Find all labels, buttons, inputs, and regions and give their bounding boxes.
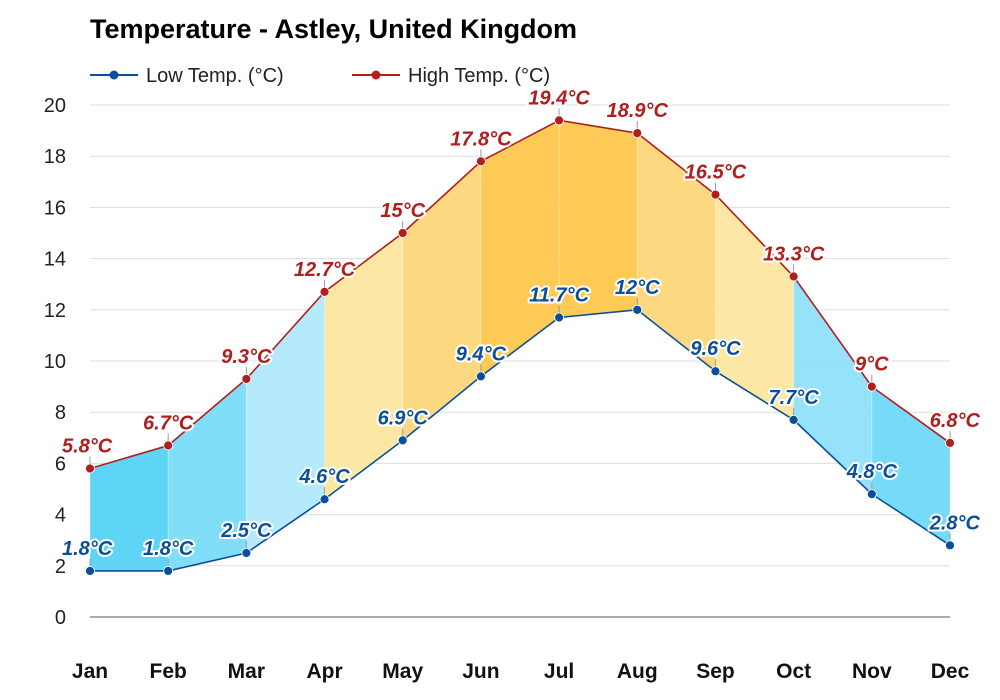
low-temp-label: 4.6°C bbox=[298, 466, 350, 488]
range-band bbox=[324, 233, 403, 500]
high-temp-point bbox=[319, 286, 330, 297]
legend-item: High Temp. (°C) bbox=[352, 65, 550, 87]
y-tick-label: 18 bbox=[44, 146, 66, 168]
low-temp-point bbox=[632, 304, 643, 315]
high-temp-label: 9°C bbox=[855, 354, 889, 376]
low-temp-point bbox=[710, 366, 721, 377]
x-tick-label: Apr bbox=[306, 660, 342, 683]
y-tick-label: 0 bbox=[55, 607, 66, 629]
x-tick-label: Jun bbox=[462, 660, 499, 683]
low-temp-point bbox=[85, 566, 95, 576]
legend-marker bbox=[371, 70, 381, 80]
x-tick-label: May bbox=[382, 660, 423, 683]
high-temp-label: 12.7°C bbox=[294, 259, 356, 281]
low-temp-label: 1.8°C bbox=[62, 538, 113, 560]
legend-marker bbox=[109, 70, 119, 80]
range-band bbox=[559, 120, 638, 318]
high-temp-point bbox=[163, 440, 174, 451]
range-band bbox=[246, 291, 325, 553]
range-band bbox=[90, 445, 169, 571]
low-temp-point bbox=[554, 312, 564, 323]
high-temp-point bbox=[788, 271, 799, 282]
y-tick-label: 2 bbox=[55, 556, 66, 578]
high-temp-line bbox=[89, 119, 951, 470]
range-band bbox=[871, 386, 950, 546]
range-band bbox=[480, 120, 560, 377]
low-temp-point bbox=[788, 414, 799, 425]
high-temp-label: 18.9°C bbox=[607, 100, 669, 122]
high-temp-point bbox=[476, 156, 486, 167]
range-band bbox=[168, 378, 247, 571]
low-temp-point bbox=[241, 548, 252, 558]
low-temp-label: 2.8°C bbox=[929, 512, 981, 534]
low-temp-label: 12°C bbox=[615, 277, 660, 299]
low-temp-line bbox=[90, 308, 951, 572]
x-tick-label: Aug bbox=[617, 660, 658, 683]
high-temp-point bbox=[241, 374, 252, 384]
low-temp-point bbox=[476, 371, 486, 382]
low-temp-label: 9.4°C bbox=[456, 343, 507, 365]
low-temp-label: 6.9°C bbox=[378, 407, 429, 429]
range-band bbox=[715, 194, 794, 420]
high-temp-label: 9.3°C bbox=[221, 346, 272, 368]
high-temp-label: 6.7°C bbox=[143, 412, 194, 434]
x-tick-label: Feb bbox=[150, 660, 187, 683]
low-temp-point bbox=[163, 566, 174, 576]
x-tick-label: Oct bbox=[776, 660, 811, 683]
y-tick-label: 4 bbox=[55, 505, 66, 527]
low-temp-point bbox=[397, 435, 408, 446]
low-temp-label: 7.7°C bbox=[769, 387, 820, 409]
high-temp-label: 13.3°C bbox=[763, 244, 825, 266]
y-tick-label: 14 bbox=[44, 249, 66, 271]
chart-title: Temperature - Astley, United Kingdom bbox=[90, 14, 578, 44]
y-tick-label: 6 bbox=[55, 453, 66, 475]
low-temp-label: 4.8°C bbox=[846, 461, 898, 483]
y-tick-label: 16 bbox=[44, 197, 66, 219]
y-tick-label: 12 bbox=[44, 300, 66, 322]
high-temp-label: 5.8°C bbox=[62, 436, 113, 458]
low-temp-point bbox=[319, 494, 330, 505]
high-temp-label: 17.8°C bbox=[450, 128, 512, 150]
x-tick-label: Sep bbox=[696, 660, 735, 683]
range-bands bbox=[89, 120, 951, 571]
x-tick-label: Jul bbox=[544, 660, 574, 683]
high-temp-point bbox=[632, 128, 643, 139]
legend-item: Low Temp. (°C) bbox=[90, 65, 284, 87]
high-temp-point bbox=[945, 438, 955, 448]
low-temp-label: 2.5°C bbox=[220, 520, 272, 542]
high-temp-label: 16.5°C bbox=[685, 162, 747, 184]
high-temp-point bbox=[554, 115, 564, 126]
legend-label: High Temp. (°C) bbox=[408, 65, 550, 87]
x-tick-label: Mar bbox=[228, 660, 265, 683]
x-tick-label: Nov bbox=[852, 660, 892, 683]
low-temp-label: 9.6°C bbox=[690, 338, 741, 360]
high-temp-point bbox=[866, 381, 877, 392]
low-temp-point bbox=[866, 489, 877, 500]
x-tick-label: Jan bbox=[72, 660, 108, 683]
low-temp-label: 1.8°C bbox=[143, 538, 194, 560]
range-band bbox=[402, 161, 481, 441]
range-band bbox=[793, 276, 872, 495]
low-temp-point bbox=[945, 540, 955, 551]
high-temp-point bbox=[85, 463, 95, 474]
high-temp-label: 6.8°C bbox=[930, 410, 981, 432]
legend-label: Low Temp. (°C) bbox=[146, 65, 284, 87]
low-temp-label: 11.7°C bbox=[529, 284, 589, 306]
range-band bbox=[637, 133, 716, 372]
y-tick-label: 20 bbox=[44, 95, 66, 117]
high-temp-point bbox=[710, 189, 721, 200]
high-temp-label: 19.4°C bbox=[528, 87, 590, 109]
x-tick-label: Dec bbox=[931, 660, 970, 683]
legend: Low Temp. (°C) High Temp. (°C) bbox=[90, 65, 550, 87]
high-temp-point bbox=[397, 228, 408, 238]
y-tick-label: 8 bbox=[55, 402, 66, 424]
high-temp-label: 15°C bbox=[380, 200, 425, 222]
y-tick-label: 10 bbox=[44, 351, 66, 373]
